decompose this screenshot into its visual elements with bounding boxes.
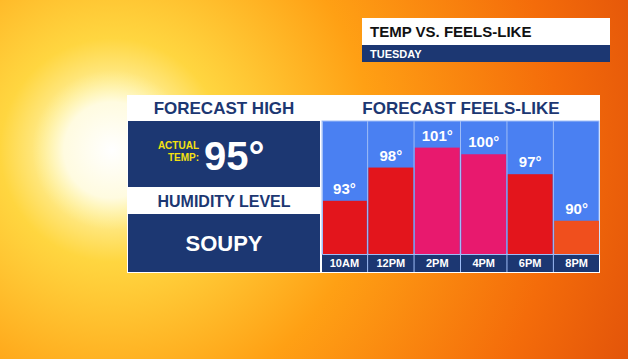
separator — [414, 121, 415, 272]
x-axis: 10AM 12PM 2PM 4PM 6PM 8PM — [323, 255, 600, 269]
bar — [322, 201, 367, 254]
data-label: 90° — [565, 200, 588, 217]
panel-frame — [127, 95, 600, 273]
bar — [368, 168, 413, 254]
data-label: 101° — [422, 127, 453, 144]
chart: TEMP VS. FEELS-LIKE TUESDAY FORECAST HIGH A… — [0, 0, 628, 359]
x-tick-label: 12PM — [376, 257, 405, 269]
x-tick-label: 8PM — [565, 257, 588, 269]
header-cell — [322, 96, 599, 120]
y-axis — [322, 122, 323, 255]
x-tick-label: 4PM — [472, 257, 495, 269]
header-cell — [128, 188, 320, 213]
header-cell — [128, 96, 320, 120]
bar — [554, 221, 599, 254]
data-label: 97° — [519, 153, 542, 170]
annotation: 95° — [204, 134, 265, 178]
x-tick: 6PM — [519, 257, 542, 269]
x-tick-label: 6PM — [519, 257, 542, 269]
temp-cell — [128, 121, 320, 187]
header: HUMIDITY LEVEL — [157, 193, 290, 210]
header: FORECAST HIGH — [154, 99, 295, 118]
background — [0, 0, 628, 359]
title-box — [362, 18, 610, 45]
bar — [415, 148, 460, 254]
subtitle: TUESDAY — [370, 48, 422, 60]
x-tick: 4PM — [472, 257, 495, 269]
separator — [506, 121, 507, 272]
x-tick-label: 2PM — [426, 257, 449, 269]
data-label: 93° — [333, 180, 356, 197]
x-tick-label: 10AM — [330, 257, 359, 269]
x-tick: 12PM — [376, 257, 405, 269]
title: TEMP VS. FEELS-LIKE — [370, 23, 531, 40]
separator — [553, 121, 554, 272]
x-tick: 8PM — [565, 257, 588, 269]
x-tick: 10AM — [330, 257, 359, 269]
header: FORECAST FEELS-LIKE — [362, 99, 559, 118]
bar — [461, 154, 506, 254]
bar — [508, 174, 553, 254]
humidity-cell — [128, 214, 320, 272]
separator — [367, 121, 368, 272]
annotation: SOUPY — [185, 231, 262, 256]
subtitle-box — [362, 45, 610, 62]
x-tick: 2PM — [426, 257, 449, 269]
data-label: 100° — [468, 133, 499, 150]
y-axis-line — [322, 122, 323, 255]
separator — [460, 121, 461, 272]
annotation: ACTUALTEMP: — [158, 140, 199, 163]
bars — [322, 148, 599, 254]
x-axis-line — [323, 254, 600, 255]
data-label: 98° — [379, 147, 402, 164]
data-labels: 93° 98° 101° 100° 97° 90° — [333, 127, 588, 217]
